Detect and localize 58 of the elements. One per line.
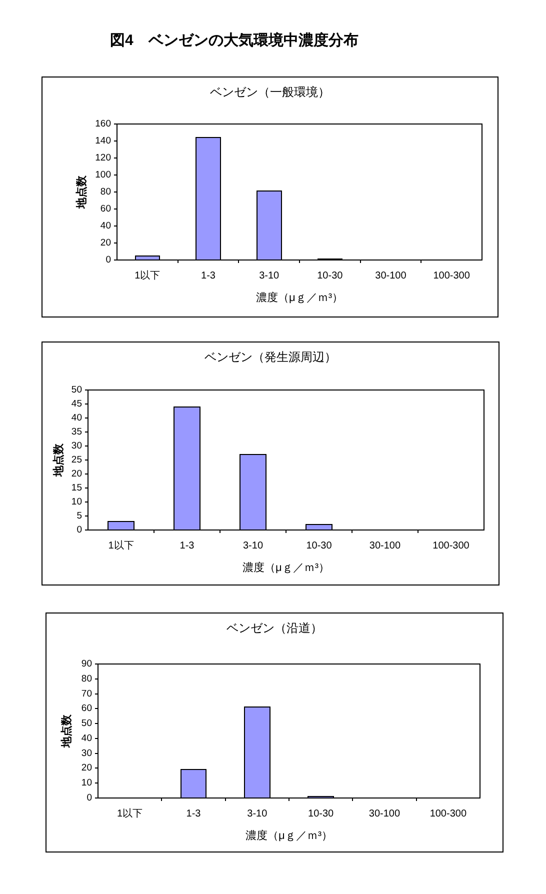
y-tick-label: 100 [95,170,111,181]
y-tick-label: 70 [81,688,92,700]
chart-title: ベンゼン（一般環境） [210,85,330,100]
x-tick-label: 1-3 [186,808,202,820]
x-axis-title: 濃度（μｇ／ｍ³） [242,560,330,574]
chart-title: ベンゼン（沿道） [226,621,322,636]
y-tick-label: 140 [95,136,111,147]
x-tick-label: 10-30 [317,270,344,282]
y-tick-label: 90 [81,658,92,670]
y-tick-label: 25 [71,454,82,466]
y-tick-label: 40 [71,412,82,424]
y-tick-label: 20 [100,238,111,249]
x-tick-label: 10-30 [306,540,332,552]
x-tick-label: 100-300 [433,270,470,282]
x-tick-label: 10-30 [308,808,334,820]
y-tick-label: 0 [86,792,92,804]
x-tick-label: 1以下 [117,808,143,820]
x-tick-label: 30-100 [368,808,401,820]
y-tick-label: 5 [76,510,82,522]
x-tick-label: 1以下 [108,540,134,552]
x-tick-label: 100-300 [430,808,467,820]
y-tick-label: 0 [106,254,111,266]
y-tick-label: 120 [95,152,111,164]
y-tick-label: 35 [71,426,82,438]
y-tick-label: 15 [71,482,82,494]
x-tick-label: 3-10 [247,808,268,820]
y-tick-label: 20 [71,468,82,480]
x-tick-label: 30-100 [369,540,402,552]
y-tick-label: 60 [100,204,111,215]
y-tick-label: 45 [71,398,82,410]
x-tick-label: 1-3 [201,270,216,282]
y-tick-label: 40 [100,220,111,232]
y-tick-label: 80 [81,673,92,684]
x-tick-label: 3-10 [259,270,280,282]
x-tick-label: 3-10 [242,540,264,552]
y-tick-label: 50 [81,718,92,730]
x-axis-title: 濃度（μｇ／ｍ³） [256,290,344,304]
y-tick-label: 60 [81,703,92,714]
y-tick-label: 0 [76,524,82,536]
chart-title: ベンゼン（発生源周辺） [204,350,336,364]
x-tick-label: 1以下 [134,270,160,282]
y-tick-label: 20 [81,762,92,774]
y-tick-label: 10 [81,778,92,789]
y-tick-label: 160 [95,118,111,130]
y-tick-label: 30 [71,440,82,452]
y-tick-label: 40 [81,732,92,744]
caption: 図4 ベンゼンの大気環境中濃度分布 [110,30,358,49]
x-tick-label: 1-3 [180,540,195,552]
y-tick-label: 10 [71,496,82,508]
x-tick-label: 100-300 [432,540,470,552]
y-axis-title: 地点数 [74,174,88,210]
y-tick-label: 50 [71,384,82,396]
x-tick-label: 30-100 [375,270,407,282]
y-axis-title: 地点数 [60,714,73,748]
y-tick-label: 30 [81,748,92,759]
x-axis-title: 濃度（μｇ／ｍ³） [245,828,333,842]
y-tick-label: 80 [100,186,111,198]
y-axis-title: 地点数 [52,442,65,478]
